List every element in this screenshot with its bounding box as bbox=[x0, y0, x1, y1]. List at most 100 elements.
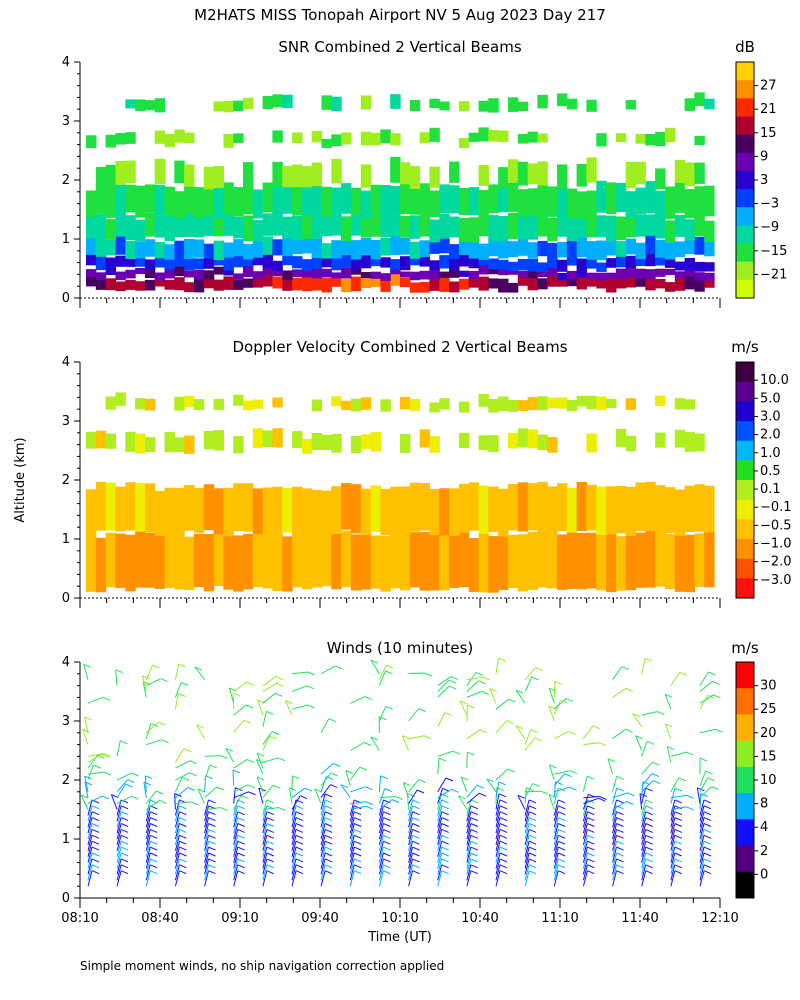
wind-barb-flag bbox=[478, 792, 487, 797]
wind-barb bbox=[582, 864, 588, 881]
wind-barb-flag bbox=[115, 669, 123, 674]
wind-barb-flag bbox=[379, 716, 387, 721]
snr-cell bbox=[154, 253, 166, 268]
snr-cell bbox=[507, 97, 519, 112]
snr-cell bbox=[125, 184, 136, 213]
velocity-cell bbox=[547, 397, 558, 409]
snr-cell bbox=[341, 216, 352, 242]
snr-cell bbox=[409, 241, 421, 259]
wind-barb-flag bbox=[558, 864, 566, 869]
snr-cell bbox=[135, 99, 146, 111]
wind-barb bbox=[495, 870, 501, 887]
snr-cell bbox=[635, 187, 646, 215]
wind-barb-flag bbox=[266, 823, 274, 827]
wind-barb-flag bbox=[383, 799, 391, 804]
wind-barb bbox=[402, 735, 410, 751]
wind-barb-flag bbox=[266, 834, 274, 839]
velocity-cell bbox=[507, 433, 519, 449]
snr-cell bbox=[400, 237, 411, 255]
velocity-cell bbox=[576, 532, 587, 590]
snr-cell bbox=[184, 164, 195, 187]
colorbar-swatch bbox=[736, 440, 754, 461]
wind-barb bbox=[670, 870, 676, 887]
snr-cell bbox=[311, 186, 323, 213]
snr-cell bbox=[694, 92, 705, 107]
wind-barb bbox=[262, 735, 270, 751]
wind-barb bbox=[320, 784, 331, 798]
wind-barb bbox=[670, 805, 676, 822]
wind-barb-flag bbox=[143, 781, 152, 786]
wind-barb-flag bbox=[330, 784, 338, 789]
colorbar-tick-label: 30 bbox=[760, 679, 777, 694]
snr-cell bbox=[105, 134, 116, 148]
wind-barb-flag bbox=[700, 793, 708, 797]
wind-barb-flag bbox=[295, 864, 304, 869]
snr-cell bbox=[517, 238, 529, 256]
wind-barb-flag bbox=[674, 858, 682, 863]
snr-cell bbox=[360, 190, 372, 219]
wind-barb-flag bbox=[103, 753, 111, 757]
wind-barb bbox=[320, 805, 326, 822]
snr-cell bbox=[370, 256, 381, 267]
snr-cell bbox=[478, 215, 489, 237]
velocity-cell bbox=[125, 482, 136, 531]
snr-cell bbox=[449, 185, 460, 214]
wind-barb bbox=[408, 799, 413, 816]
snr-cell bbox=[537, 161, 548, 186]
x-tick-label: 11:10 bbox=[541, 911, 578, 926]
wind-barb-flag bbox=[558, 805, 566, 810]
velocity-cell bbox=[586, 395, 597, 410]
wind-barb bbox=[699, 694, 714, 704]
wind-barb bbox=[641, 787, 647, 804]
wind-barb-flag bbox=[84, 775, 92, 780]
wind-barb-flag bbox=[82, 729, 90, 733]
wind-barb-flag bbox=[150, 858, 158, 863]
velocity-panel-title: Doppler Velocity Combined 2 Vertical Bea… bbox=[232, 338, 567, 356]
wind-barb bbox=[288, 787, 293, 804]
wind-barb bbox=[87, 696, 103, 704]
y-tick-label: 2 bbox=[62, 173, 70, 188]
velocity-cell bbox=[164, 487, 175, 533]
snr-cell bbox=[193, 277, 205, 293]
wind-barb-flag bbox=[370, 659, 379, 664]
wind-barb-flag bbox=[179, 840, 187, 845]
snr-cell bbox=[213, 187, 224, 218]
wind-barb bbox=[116, 817, 122, 834]
wind-barb-flag bbox=[237, 840, 245, 845]
wind-barb bbox=[612, 852, 617, 869]
snr-cell bbox=[468, 238, 480, 259]
wind-barb-flag bbox=[506, 720, 514, 725]
y-tick-label: 1 bbox=[62, 232, 70, 247]
snr-cell bbox=[331, 272, 342, 279]
snr-cell bbox=[419, 183, 430, 215]
wind-barb-flag bbox=[558, 799, 566, 804]
colorbar-tick-label: 21 bbox=[760, 102, 777, 117]
wind-barb bbox=[83, 664, 89, 680]
wind-barb-flag bbox=[266, 852, 274, 857]
wind-barb bbox=[612, 776, 618, 792]
wind-barb-flag bbox=[120, 858, 129, 863]
wind-barb bbox=[460, 776, 468, 792]
wind-barb-flag bbox=[179, 828, 187, 833]
snr-cell bbox=[429, 219, 440, 243]
wind-barb-flag bbox=[412, 817, 420, 822]
snr-cell bbox=[458, 270, 470, 277]
snr-cell bbox=[193, 269, 205, 280]
colorbar-swatch bbox=[736, 170, 754, 190]
colorbar-tick-label: −0.5 bbox=[760, 518, 792, 533]
snr-cell bbox=[193, 258, 205, 270]
snr-cell bbox=[115, 255, 126, 267]
wind-barb-flag bbox=[340, 784, 349, 789]
wind-barb bbox=[174, 805, 180, 822]
wind-barb bbox=[583, 796, 600, 799]
wind-barb bbox=[466, 864, 472, 881]
snr-cell bbox=[135, 252, 146, 267]
wind-barb bbox=[670, 835, 676, 851]
wind-barb-flag bbox=[528, 846, 537, 851]
snr-cell bbox=[243, 265, 254, 278]
wind-barb bbox=[437, 793, 442, 810]
velocity-cell bbox=[331, 486, 342, 534]
wind-barb bbox=[320, 870, 326, 887]
velocity-cell bbox=[331, 433, 342, 453]
